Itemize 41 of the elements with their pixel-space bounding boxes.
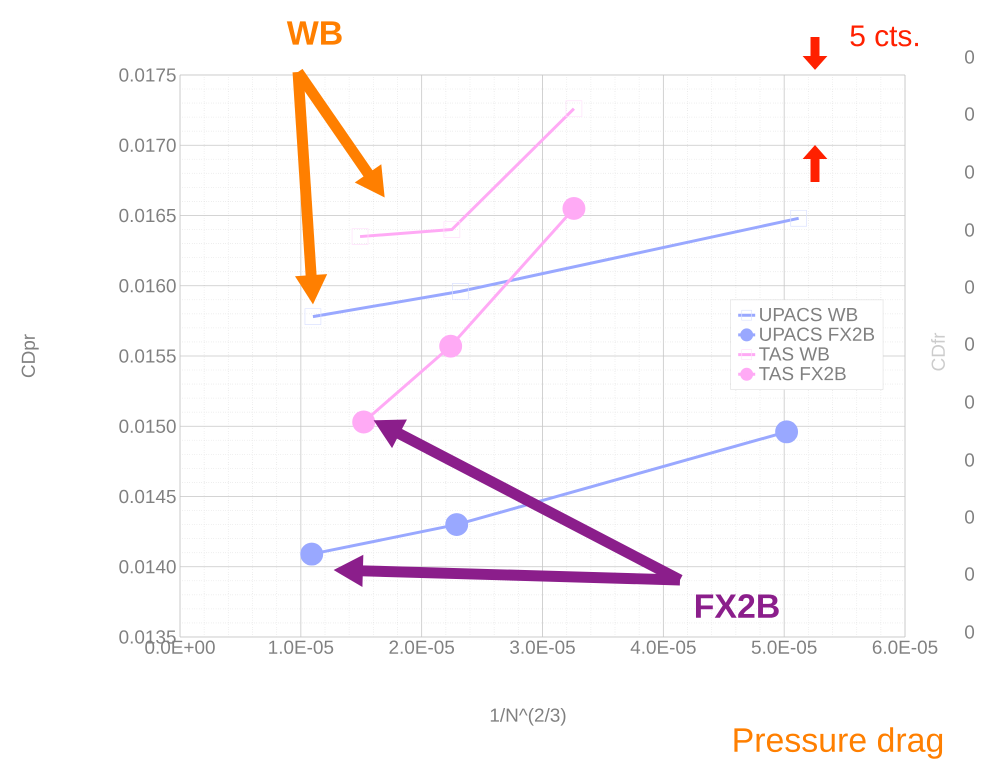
legend-label: UPACS WB xyxy=(760,308,858,322)
y-tick-label: 0.0170 xyxy=(119,138,176,152)
legend-label: UPACS FX2B xyxy=(760,328,874,341)
point xyxy=(445,513,468,536)
text: Pressure drag xyxy=(734,727,942,759)
y-tick-label: 0.0155 xyxy=(119,349,176,363)
text: 0 xyxy=(965,625,974,639)
x-tick-label: 4.0E-05 xyxy=(630,640,696,654)
x-tick-label: 1.0E-05 xyxy=(269,640,334,654)
y-tick-label: 0.0160 xyxy=(119,279,176,292)
text: 0 xyxy=(965,50,974,64)
annotation: FX2B xyxy=(696,594,779,618)
text: 0 xyxy=(965,223,974,237)
y-axis-title: CDpr xyxy=(22,334,39,378)
point xyxy=(300,542,324,566)
y-tick-label: 0.0175 xyxy=(119,68,176,82)
x-axis-title: 1/N^(2/3) xyxy=(490,708,566,726)
point xyxy=(775,420,798,444)
text: 0 xyxy=(965,567,974,581)
x-tick-label: 6.0E-05 xyxy=(872,640,938,654)
text: 0 xyxy=(965,165,974,179)
x-tick-label: 3.0E-05 xyxy=(510,640,575,654)
y-tick-label: 0.0150 xyxy=(119,420,176,433)
y-tick-label: 0.0165 xyxy=(119,208,176,222)
text: 0 xyxy=(965,337,974,351)
text: 0 xyxy=(965,280,974,294)
y-tick-label: 0.0145 xyxy=(119,490,176,504)
text: 0 xyxy=(965,453,974,467)
point xyxy=(439,334,462,358)
text: 0 xyxy=(965,107,974,121)
point xyxy=(352,410,376,434)
x-tick-label: 2.0E-05 xyxy=(389,640,454,654)
legend-label: TAS FX2B xyxy=(759,366,846,380)
x-tick-label: 5.0E-05 xyxy=(752,640,817,654)
text: 0 xyxy=(965,395,974,409)
text: 5 cts. xyxy=(850,26,918,46)
text: 0 xyxy=(965,510,974,524)
legend-label: TAS WB xyxy=(759,347,829,361)
y-tick-label: 0.0140 xyxy=(119,560,176,574)
text: WB xyxy=(286,21,342,45)
point xyxy=(562,197,586,220)
